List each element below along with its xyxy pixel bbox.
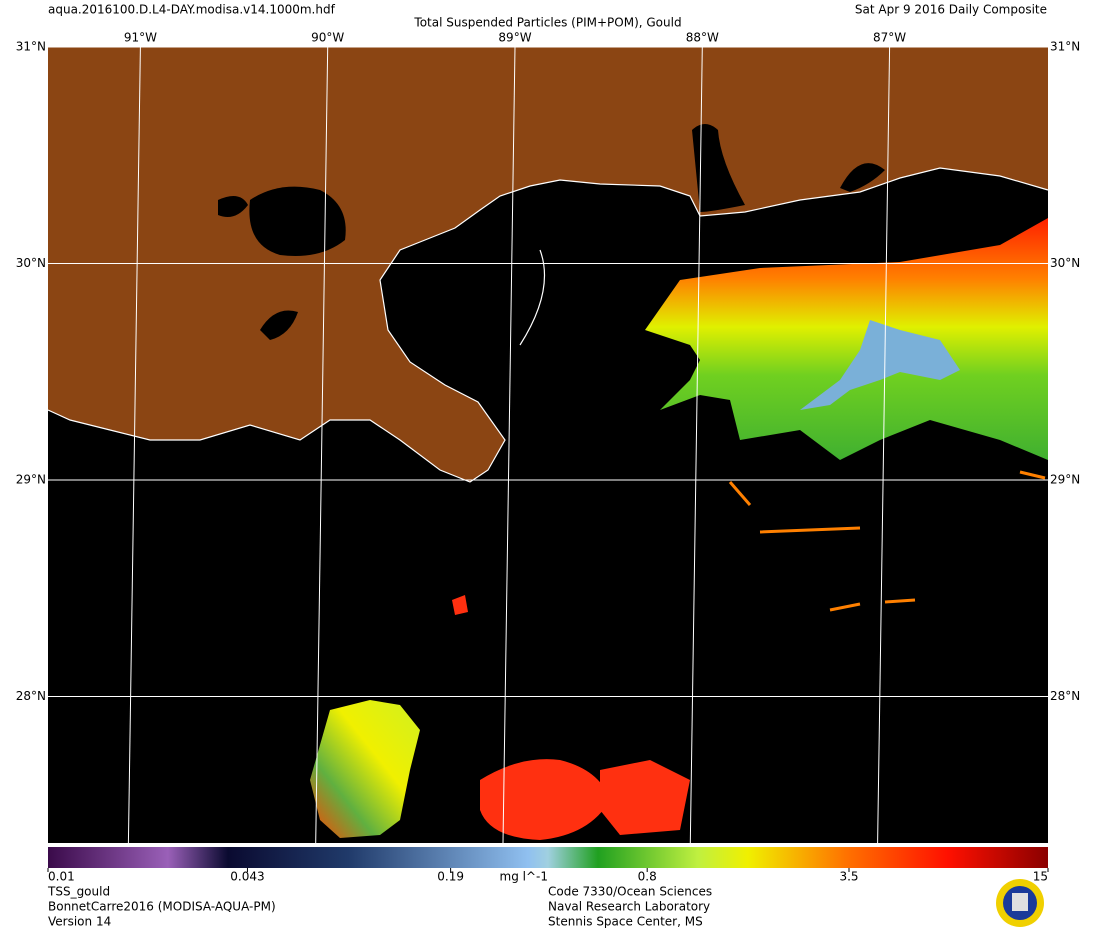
- plume-sediment: [800, 320, 960, 410]
- colorbar-label: 0.8: [638, 870, 657, 884]
- file-name: aqua.2016100.D.L4-DAY.modisa.v14.1000m.h…: [48, 3, 336, 17]
- lat-label: 31°N: [16, 40, 46, 54]
- colorbar-label: 15: [1033, 870, 1048, 884]
- colorbar-label: 0.19: [437, 870, 464, 884]
- lon-label: 87°W: [873, 31, 906, 45]
- coastline: [47, 167, 1049, 483]
- meridian: [315, 46, 329, 844]
- colorbar-label: 0.01: [48, 870, 75, 884]
- footer-center: Stennis Space Center, MS: [548, 915, 703, 929]
- footer-left: BonnetCarre2016 (MODISA-AQUA-PM): [48, 900, 276, 914]
- bay: [840, 163, 885, 192]
- lake: [260, 310, 298, 340]
- colorbar-label: 3.5: [839, 870, 858, 884]
- colorbar-label: 0.043: [230, 870, 264, 884]
- graticule: 91°W 90°W 89°W 88°W 87°W 31°N 31°N 30°N 30°N 29°N…: [16, 31, 1080, 844]
- unit: mg l^-1: [500, 870, 548, 884]
- patch: [480, 759, 610, 840]
- lon-label: 89°W: [498, 31, 531, 45]
- patch: [600, 760, 690, 835]
- header: aqua.2016100.D.L4-DAY.modisa.v14.1000m.h…: [48, 3, 1047, 30]
- bay: [692, 124, 745, 212]
- map-title: Total Suspended Particles (PIM+POM), Gou…: [413, 16, 681, 30]
- meridian: [502, 46, 516, 844]
- lake: [218, 196, 248, 218]
- lon-label: 88°W: [686, 31, 719, 45]
- colorbar-ticks: 0.01 0.043 0.19 0.8 3.5 15: [47, 868, 1049, 884]
- map: [47, 47, 1049, 843]
- footer-left: TSS_gould: [47, 885, 110, 899]
- lat-label: 29°N: [1050, 473, 1080, 487]
- lon-label: 90°W: [311, 31, 344, 45]
- footer-center: Code 7330/Ocean Sciences: [548, 885, 712, 899]
- barrier-island: [519, 249, 546, 346]
- lat-label: 29°N: [16, 473, 46, 487]
- meridian: [689, 46, 703, 844]
- streak: [728, 470, 1046, 612]
- logo-shield: [1012, 893, 1028, 911]
- plume-south: [310, 700, 420, 838]
- patch: [452, 595, 468, 615]
- footer-left: Version 14: [48, 915, 111, 929]
- colorbar: [48, 847, 1048, 868]
- lon-label: 91°W: [124, 31, 157, 45]
- plume: [645, 218, 1048, 460]
- lat-label: 31°N: [1050, 40, 1080, 54]
- lake: [249, 186, 346, 256]
- land: [48, 47, 1048, 482]
- lat-label: 30°N: [1050, 256, 1080, 270]
- footer-center: Naval Research Laboratory: [548, 900, 710, 914]
- lat-label: 28°N: [1050, 689, 1080, 703]
- meridian: [877, 46, 891, 844]
- lat-label: 28°N: [16, 689, 46, 703]
- lat-label: 30°N: [16, 256, 46, 270]
- logo: [996, 879, 1044, 927]
- date: Sat Apr 9 2016 Daily Composite: [855, 3, 1047, 17]
- meridian: [127, 46, 141, 844]
